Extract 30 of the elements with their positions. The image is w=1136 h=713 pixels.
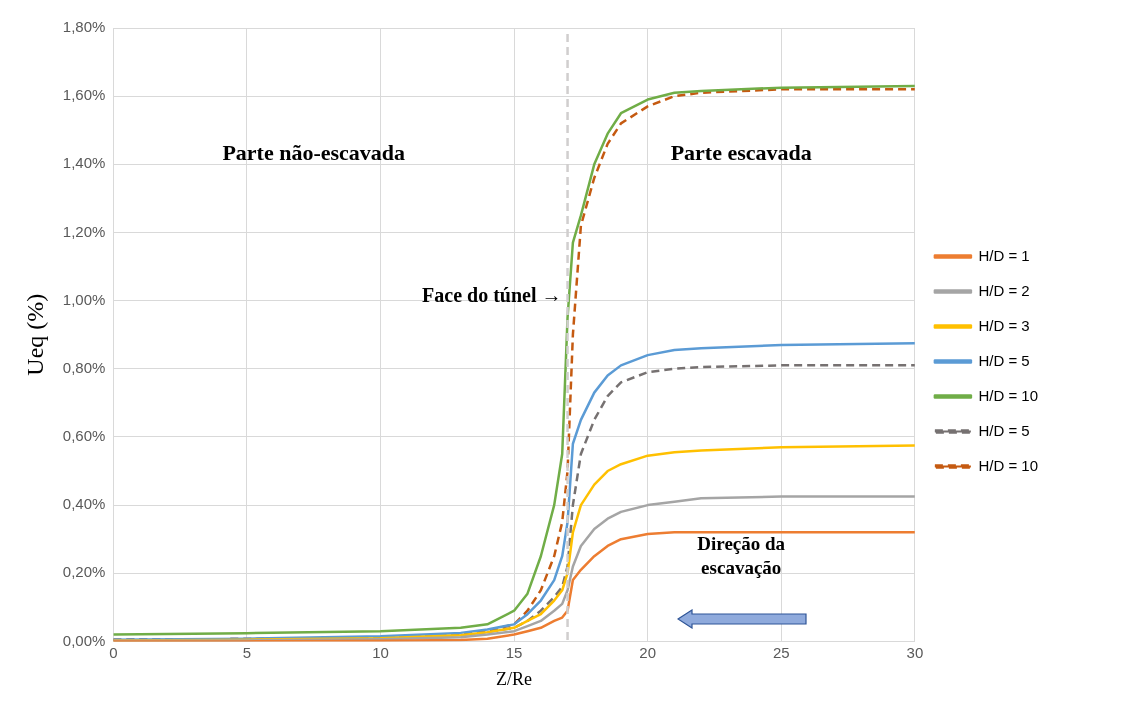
x-tick-label: 0 [109,643,118,661]
y-tick-label: 0,40% [62,495,106,513]
ref-line-label: Face do túnel → [422,284,562,307]
legend-label: H/D = 2 [978,281,1030,299]
x-tick-label: 25 [772,643,790,661]
y-tick-label: 1,60% [62,86,106,104]
x-tick-label: 5 [242,643,252,661]
x-axis-title: Z/Re [496,668,533,689]
legend-label: H/D = 1 [978,246,1030,264]
legend-label: H/D = 10 [978,456,1039,474]
y-tick-label: 0,00% [62,631,106,649]
legend-label: H/D = 5 [978,351,1030,369]
y-tick-label: 1,80% [62,18,106,36]
x-tick-label: 30 [906,643,924,661]
y-axis-title: Ueq (%) [21,293,48,376]
legend-label: H/D = 10 [978,386,1039,404]
x-tick-label: 15 [505,643,523,661]
legend-label: H/D = 5 [978,421,1030,439]
annotation: Direção da escavação [697,533,786,579]
x-tick-label: 20 [639,643,657,661]
y-tick-label: 1,40% [62,154,106,172]
y-tick-label: 1,20% [62,222,106,240]
y-tick-label: 0,20% [62,563,106,581]
y-tick-label: 1,00% [62,290,106,308]
y-tick-label: 0,60% [62,427,106,445]
legend-label: H/D = 3 [978,316,1030,334]
x-tick-label: 10 [372,643,389,661]
annotation: Parte não-escavada [222,139,406,165]
annotation: Parte escavada [670,139,812,165]
y-tick-label: 0,80% [62,358,106,376]
